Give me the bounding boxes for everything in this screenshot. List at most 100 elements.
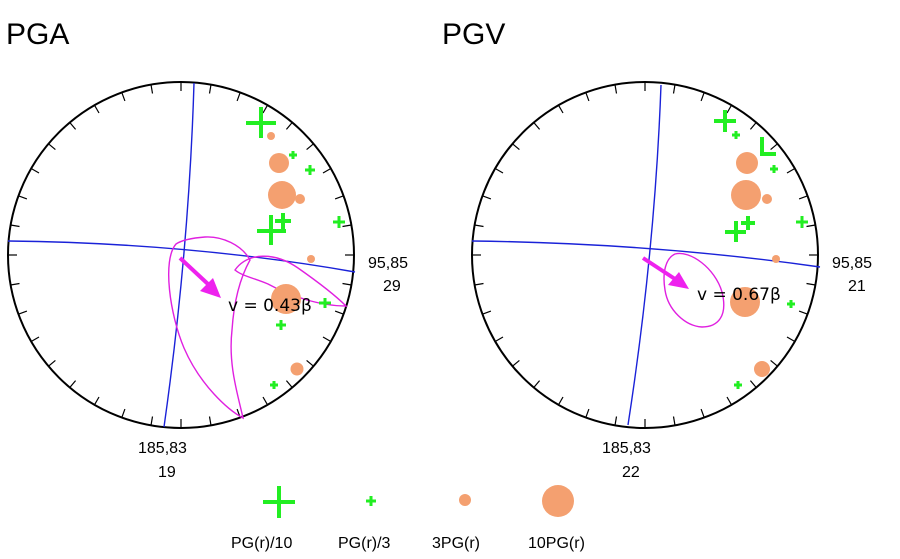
tick-mark: [482, 310, 492, 315]
tick-mark: [585, 408, 590, 418]
tick-mark: [672, 416, 676, 426]
station-circle-large: [731, 180, 761, 210]
legend-label: PG(r)/3: [338, 535, 391, 552]
tick-mark: [557, 104, 564, 114]
panel-pgv: PGV v = 0.67β 95,85 21 185,8: [442, 18, 872, 481]
tick-mark: [482, 195, 492, 200]
tick-mark: [208, 416, 212, 426]
tick-mark: [18, 195, 28, 200]
station-circle-small: [307, 255, 315, 263]
station-plus-small: [276, 320, 286, 330]
tick-mark: [786, 336, 796, 343]
tick-mark: [322, 336, 332, 343]
tick-mark: [585, 92, 590, 102]
station-plus-small: [333, 216, 345, 228]
tick-mark: [93, 396, 100, 406]
tick-mark: [342, 282, 352, 286]
plus-small-icon: [366, 496, 376, 506]
rake-label-east: 21: [848, 278, 866, 295]
tick-mark: [262, 104, 269, 114]
station-circle-small: [772, 255, 780, 263]
tick-mark: [334, 195, 344, 200]
station-plus-small: [732, 131, 740, 139]
rupture-contour: [663, 252, 725, 328]
tick-mark: [770, 143, 778, 151]
tick-mark: [48, 143, 56, 151]
tick-mark: [726, 396, 733, 406]
tick-mark: [10, 282, 20, 286]
stereonet-outline: [471, 81, 819, 429]
station-plus-medium: [741, 216, 755, 230]
tick-mark: [494, 336, 504, 343]
station-plus-medium: [275, 213, 291, 229]
panel-pga: PGA v = 0.4: [6, 18, 408, 481]
rupture-contour-secondary: [234, 255, 348, 307]
station-plus-small: [319, 298, 331, 308]
station-plus-small: [796, 216, 808, 228]
station-plus-small: [270, 381, 278, 389]
nodal-plane-north-south: [627, 84, 662, 426]
tick-mark: [10, 224, 20, 228]
tick-mark: [30, 167, 40, 174]
station-plus-large: [760, 137, 776, 156]
station-circle-large: [269, 153, 289, 173]
nodal-plane-north-south: [163, 82, 195, 428]
tick-mark: [786, 167, 796, 174]
rupture-velocity-label: v = 0.43β: [228, 296, 312, 316]
tick-mark: [726, 104, 733, 114]
tick-mark: [69, 122, 77, 130]
rupture-contour: [167, 236, 251, 420]
rake-label-east: 29: [383, 278, 401, 295]
strike-dip-label-south: 185,83: [138, 440, 187, 457]
legend-label: 3PG(r): [432, 535, 480, 552]
tick-mark: [749, 122, 757, 130]
tick-mark: [93, 104, 100, 114]
station-plus-large: [725, 221, 746, 242]
tick-mark: [806, 224, 816, 228]
tick-mark: [150, 84, 154, 94]
tick-marks: [472, 82, 818, 428]
station-circle-small: [754, 361, 770, 377]
panel-title: PGV: [442, 18, 505, 51]
panel-title: PGA: [6, 18, 69, 51]
rake-label-south: 19: [158, 464, 176, 481]
strike-dip-label-east: 95,85: [368, 255, 408, 272]
tick-mark: [614, 84, 618, 94]
station-circle-small: [762, 194, 772, 204]
tick-mark: [672, 84, 676, 94]
station-plus-small: [734, 381, 742, 389]
legend-item-plus-small: PG(r)/3: [338, 496, 391, 552]
tick-mark: [322, 167, 332, 174]
station-plus-small: [289, 151, 297, 159]
circle-small-icon: [459, 494, 471, 506]
strike-dip-label-east: 95,85: [832, 255, 872, 272]
tick-mark: [285, 380, 293, 388]
tick-mark: [306, 143, 314, 151]
rake-label-south: 22: [622, 464, 640, 481]
tick-mark: [533, 380, 541, 388]
arrow-head: [200, 278, 221, 298]
legend-label: 10PG(r): [528, 535, 585, 552]
station-plus-large: [246, 107, 276, 138]
tick-mark: [208, 84, 212, 94]
tick-mark: [614, 416, 618, 426]
tick-mark: [48, 359, 56, 367]
tick-mark: [474, 224, 484, 228]
nodal-plane-east-west: [7, 240, 356, 273]
rupture-direction-arrow: [178, 256, 211, 287]
station-circle-large: [730, 287, 760, 317]
tick-mark: [342, 224, 352, 228]
stereonet-outline: [7, 81, 355, 429]
tick-mark: [798, 310, 808, 315]
station-circle-small: [290, 362, 304, 376]
rupture-velocity-label: v = 0.67β: [697, 285, 781, 305]
tick-marks: [8, 82, 354, 428]
rupture-direction-arrow: [641, 256, 677, 281]
tick-mark: [806, 282, 816, 286]
tick-mark: [533, 122, 541, 130]
tick-mark: [236, 92, 241, 102]
tick-mark: [512, 359, 520, 367]
tick-mark: [285, 122, 293, 130]
tick-mark: [700, 92, 705, 102]
tick-mark: [121, 92, 126, 102]
